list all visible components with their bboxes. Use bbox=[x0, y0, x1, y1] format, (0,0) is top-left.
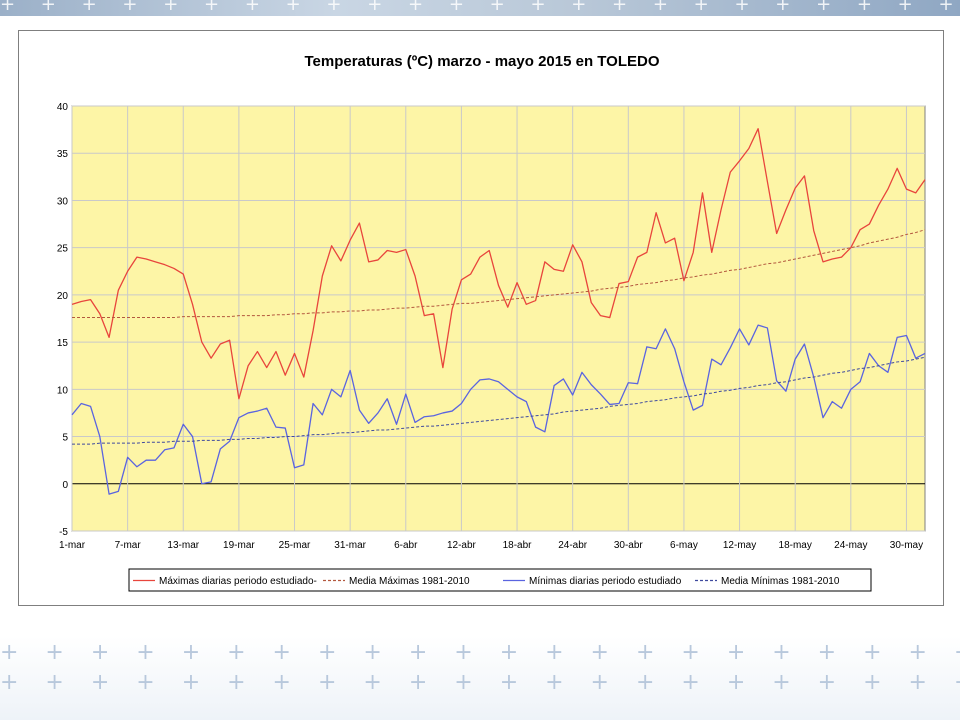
y-tick-label: 30 bbox=[57, 196, 69, 207]
legend-box bbox=[128, 568, 872, 592]
chart-legend: Máximas diarias periodo estudiado- Media … bbox=[128, 568, 872, 592]
y-tick-label: 20 bbox=[57, 291, 69, 302]
x-tick-label: 25-mar bbox=[279, 540, 311, 551]
chart-frame: Temperaturas (ºC) marzo - mayo 2015 en T… bbox=[18, 30, 944, 606]
y-tick-label: -5 bbox=[59, 527, 68, 538]
legend-label: Máximas diarias periodo estudiado- bbox=[159, 576, 317, 587]
x-tick-label: 12-may bbox=[723, 540, 756, 551]
y-tick-label: 35 bbox=[57, 149, 69, 160]
x-tick-label: 31-mar bbox=[334, 540, 366, 551]
x-tick-label: 24-abr bbox=[558, 540, 588, 551]
legend-label: Mínimas diarias periodo estudiado bbox=[529, 576, 682, 587]
x-tick-label: 1-mar bbox=[59, 540, 86, 551]
x-tick-label: 18-abr bbox=[503, 540, 533, 551]
x-tick-label: 24-may bbox=[834, 540, 867, 551]
x-tick-label: 19-mar bbox=[223, 540, 255, 551]
y-tick-label: 25 bbox=[57, 244, 69, 255]
y-tick-label: 40 bbox=[57, 102, 69, 113]
series-line-1 bbox=[71, 128, 926, 400]
x-tick-label: 13-mar bbox=[167, 540, 199, 551]
x-tick-label: 7-mar bbox=[115, 540, 142, 551]
x-tick-label: 18-may bbox=[779, 540, 812, 551]
x-tick-label: 30-abr bbox=[614, 540, 644, 551]
plot-background bbox=[71, 105, 926, 532]
y-tick-label: 10 bbox=[57, 385, 69, 396]
temperature-chart: Temperaturas (ºC) marzo - mayo 2015 en T… bbox=[57, 53, 926, 592]
decorative-plus-pattern: + + + + + + + + + + + + + + + + + + + + … bbox=[0, 670, 960, 694]
y-tick-label: 5 bbox=[62, 433, 68, 444]
legend-label: Media Mínimas 1981-2010 bbox=[721, 576, 840, 587]
series-line-3 bbox=[71, 324, 926, 495]
series-line-2 bbox=[72, 229, 926, 319]
slide-footer-band: + + + + + + + + + + + + + + + + + + + + … bbox=[0, 636, 960, 720]
series-line-4 bbox=[72, 356, 926, 445]
x-tick-label: 30-may bbox=[890, 540, 923, 551]
slide-header-band: + + + + + + + + + + + + + + + + + + + + … bbox=[0, 0, 960, 16]
legend-label: Media Máximas 1981-2010 bbox=[349, 576, 470, 587]
x-tick-label: 6-abr bbox=[394, 540, 418, 551]
decorative-plus-pattern: + + + + + + + + + + + + + + + + + + + + … bbox=[0, 640, 960, 664]
chart-title: Temperaturas (ºC) marzo - mayo 2015 en T… bbox=[304, 53, 659, 70]
y-tick-label: 0 bbox=[62, 480, 68, 491]
decorative-plus-pattern: + + + + + + + + + + + + + + + + + + + + … bbox=[0, 0, 960, 15]
x-tick-label: 6-may bbox=[670, 540, 698, 551]
y-tick-label: 15 bbox=[57, 338, 69, 349]
plot-area: -5 0 5 10 15 20 25 30 35 40 1-mar 7-mar 13-mar 19-mar… bbox=[57, 102, 926, 551]
x-tick-label: 12-abr bbox=[447, 540, 477, 551]
